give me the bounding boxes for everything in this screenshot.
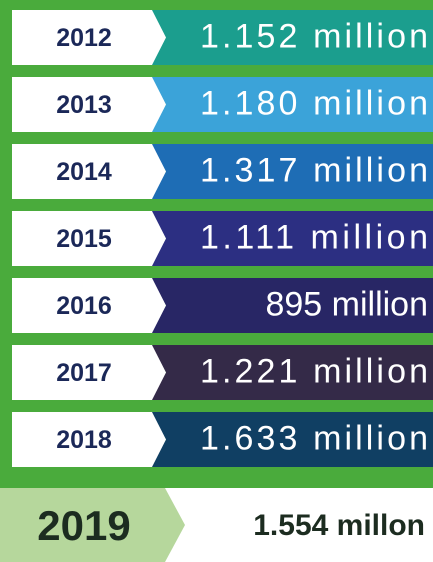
highlight-year-box [0,488,185,562]
value-band [150,10,433,65]
value-label: 1.152 million [200,17,428,55]
year-box [12,345,166,400]
year-label: 2017 [56,359,112,387]
value-band [150,144,433,199]
year-box [12,412,166,467]
year-label: 2012 [56,24,112,52]
year-label: 2016 [56,292,112,320]
year-label: 2015 [56,225,112,253]
value-label: 1.180 million [200,84,428,122]
year-box [12,211,166,266]
year-label: 2013 [56,91,112,119]
value-label: 1.317 million [200,151,428,189]
highlight-year: 2019 [37,502,130,549]
value-band [150,412,433,467]
value-label: 1.221 million [200,352,428,390]
highlight-value: 1.554 millon [253,509,425,542]
year-box [12,144,166,199]
value-label: 895 million [265,285,428,323]
value-band [150,278,433,333]
year-label: 2014 [56,158,112,186]
value-band [150,211,433,266]
year-box [12,278,166,333]
year-box [12,10,166,65]
value-label: 1.633 million [200,419,428,457]
value-band [150,77,433,132]
year-label: 2018 [56,426,112,454]
year-box [12,77,166,132]
value-band [150,345,433,400]
value-label: 1.111 million [200,218,428,256]
